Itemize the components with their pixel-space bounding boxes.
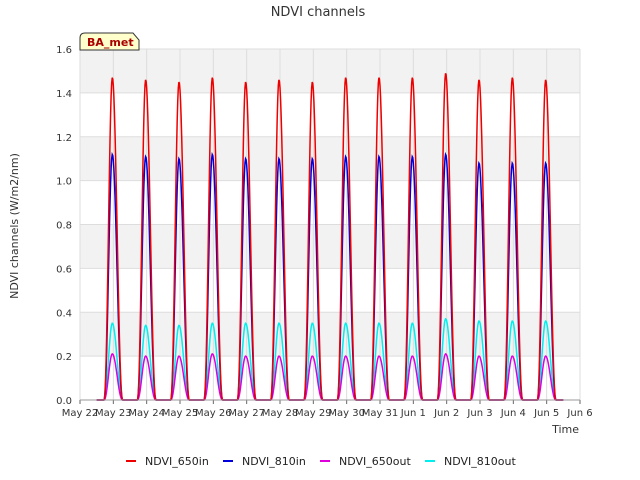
- y-tick-label: 1.4: [56, 89, 72, 100]
- x-tick-label: Jun 5: [533, 408, 559, 419]
- y-tick-label: 1.2: [56, 133, 72, 144]
- x-tick-label: May 27: [228, 408, 265, 419]
- legend: NDVI_650in NDVI_810in NDVI_650out NDVI_810o…: [126, 455, 516, 468]
- y-tick-label: 0.4: [56, 308, 72, 319]
- y-tick-label: 1.6: [56, 45, 72, 56]
- x-tick-label: Jun 4: [500, 408, 526, 419]
- x-tick-label: May 31: [362, 408, 399, 419]
- y-tick-label: 0.6: [56, 264, 72, 275]
- legend-label: NDVI_810in: [242, 455, 306, 468]
- x-tick-label: Jun 1: [400, 408, 426, 419]
- x-tick-label: May 25: [162, 408, 199, 419]
- y-tick-label: 1.0: [56, 177, 72, 188]
- x-tick-label: Jun 2: [433, 408, 459, 419]
- y-tick-label: 0.2: [56, 352, 72, 363]
- background-band: [80, 312, 580, 357]
- y-tick-label: 0.0: [56, 396, 72, 407]
- x-tick-label: May 24: [128, 408, 165, 419]
- x-tick-label: May 30: [328, 408, 365, 419]
- x-tick-label: May 22: [62, 408, 99, 419]
- x-tick-label: May 23: [95, 408, 132, 419]
- y-axis-label: NDVI channels (W/m2/nm): [8, 153, 21, 299]
- y-tick-label: 0.8: [56, 221, 72, 232]
- x-tick-label: May 28: [262, 408, 299, 419]
- x-tick-label: Jun 3: [466, 408, 492, 419]
- x-tick-label: Jun 6: [566, 408, 592, 419]
- background-band: [80, 49, 580, 93]
- x-tick-label: May 26: [195, 408, 232, 419]
- legend-label: NDVI_810out: [444, 455, 516, 468]
- grid-lines: [79, 48, 581, 401]
- legend-label: NDVI_650in: [145, 455, 209, 468]
- chart-title: NDVI channels: [271, 5, 366, 20]
- site-badge: BA_met: [79, 32, 140, 51]
- legend-label: NDVI_650out: [339, 455, 411, 468]
- background-band: [80, 136, 580, 181]
- background-band: [80, 224, 580, 269]
- site-badge-label: BA_met: [87, 36, 134, 49]
- x-tick-label: May 29: [295, 408, 332, 419]
- x-axis-label: Time: [551, 423, 579, 436]
